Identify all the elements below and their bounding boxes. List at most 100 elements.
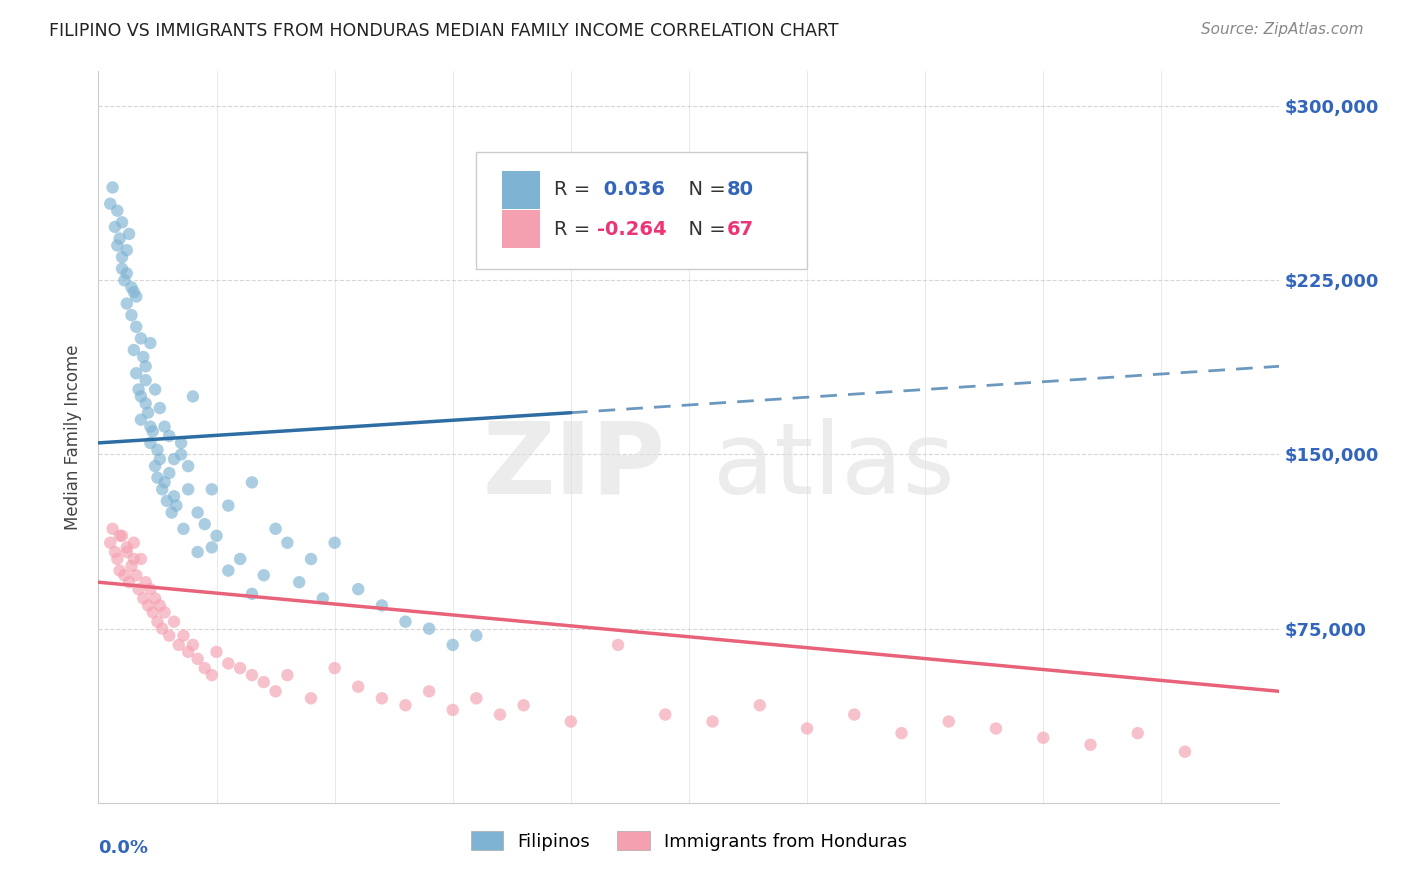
Point: [217, 657, 239, 671]
Point: [118, 227, 141, 241]
Point: [142, 424, 165, 438]
Point: [844, 707, 866, 722]
Point: [187, 545, 209, 559]
Point: [253, 568, 276, 582]
Point: [288, 575, 311, 590]
Point: [139, 436, 162, 450]
Point: [121, 308, 143, 322]
Point: [143, 383, 166, 397]
Point: [146, 615, 169, 629]
Point: [1032, 731, 1054, 745]
Point: [264, 522, 287, 536]
Point: [122, 552, 145, 566]
Point: [163, 615, 186, 629]
Point: [135, 359, 157, 374]
Point: [104, 219, 127, 234]
FancyBboxPatch shape: [477, 152, 807, 268]
Point: [394, 698, 416, 713]
Point: [1174, 745, 1197, 759]
Point: [418, 684, 440, 698]
Point: [264, 684, 287, 698]
Point: [98, 196, 121, 211]
Point: [240, 475, 263, 490]
Point: [115, 545, 138, 559]
Point: [135, 396, 157, 410]
Point: [170, 436, 193, 450]
Point: [139, 336, 162, 351]
Point: [172, 522, 194, 536]
Point: [108, 231, 131, 245]
Bar: [502, 171, 540, 209]
Point: [105, 552, 128, 566]
Point: [98, 535, 121, 549]
Point: [153, 419, 176, 434]
Point: [323, 535, 346, 549]
Bar: [502, 211, 540, 248]
Point: [299, 691, 322, 706]
Point: [1080, 738, 1102, 752]
Text: ZIP: ZIP: [482, 417, 665, 515]
Point: [796, 722, 818, 736]
Point: [153, 475, 176, 490]
Point: [177, 459, 200, 474]
Point: [157, 466, 180, 480]
Point: [149, 452, 172, 467]
Point: [146, 471, 169, 485]
Point: [702, 714, 724, 729]
Point: [129, 412, 152, 426]
Point: [121, 558, 143, 573]
Point: [276, 668, 298, 682]
Point: [167, 638, 190, 652]
Point: [118, 575, 141, 590]
Point: [115, 266, 138, 280]
Point: [1126, 726, 1149, 740]
Point: [489, 707, 512, 722]
Point: [229, 661, 252, 675]
Point: [125, 319, 148, 334]
Point: [142, 606, 165, 620]
Point: [217, 564, 239, 578]
Y-axis label: Median Family Income: Median Family Income: [65, 344, 83, 530]
Text: N =: N =: [676, 219, 733, 239]
Point: [170, 448, 193, 462]
Point: [150, 483, 173, 497]
Point: [160, 506, 183, 520]
Point: [201, 668, 224, 682]
Point: [607, 638, 630, 652]
Text: FILIPINO VS IMMIGRANTS FROM HONDURAS MEDIAN FAMILY INCOME CORRELATION CHART: FILIPINO VS IMMIGRANTS FROM HONDURAS MED…: [49, 22, 839, 40]
Point: [125, 568, 148, 582]
Point: [177, 483, 200, 497]
Point: [108, 564, 131, 578]
Point: [465, 691, 488, 706]
Point: [112, 273, 135, 287]
Point: [441, 703, 464, 717]
Point: [163, 452, 186, 467]
Point: [121, 280, 143, 294]
Point: [122, 535, 145, 549]
Point: [157, 629, 180, 643]
Point: [181, 389, 204, 403]
Text: R =: R =: [554, 180, 596, 199]
Point: [112, 568, 135, 582]
Text: -0.264: -0.264: [596, 219, 666, 239]
Point: [205, 645, 228, 659]
Point: [441, 638, 464, 652]
Point: [111, 215, 134, 229]
Point: [150, 622, 173, 636]
Point: [153, 606, 176, 620]
Point: [890, 726, 912, 740]
Point: [143, 459, 166, 474]
Point: [132, 350, 155, 364]
Point: [163, 489, 186, 503]
Point: [165, 499, 187, 513]
Text: 80: 80: [727, 180, 754, 199]
Point: [111, 250, 134, 264]
Text: R =: R =: [554, 219, 596, 239]
Point: [115, 243, 138, 257]
Point: [122, 343, 145, 357]
Point: [371, 599, 394, 613]
Point: [115, 541, 138, 555]
Text: 0.036: 0.036: [596, 180, 665, 199]
Point: [201, 483, 224, 497]
Point: [253, 675, 276, 690]
